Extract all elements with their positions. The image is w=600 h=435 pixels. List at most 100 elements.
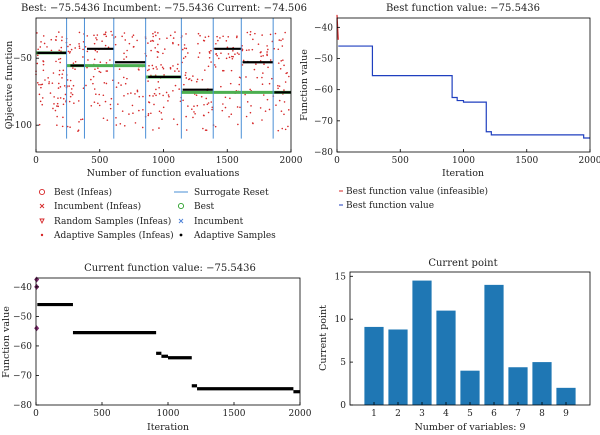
infeasible-sample-point [197,32,200,35]
infeasible-sample-point [230,55,233,58]
infeasible-sample-point [78,45,81,48]
infeasible-sample-point [147,42,149,44]
infeasible-sample-point [158,92,161,95]
infeasible-sample-point [218,57,220,60]
infeasible-sample-point [95,93,97,96]
current-value-outlier [34,325,40,332]
x-tick-label: 9 [563,409,569,419]
infeasible-sample-point [74,60,77,63]
infeasible-sample-point [132,34,135,37]
infeasible-sample-point [48,82,50,85]
infeasible-sample-point [278,39,281,41]
infeasible-sample-point [178,70,180,72]
infeasible-sample-point [93,42,96,45]
panel1-ylabel: Objective function [4,41,15,129]
legend-random-infeas: Random Samples (Infeas) [39,216,171,227]
best-value-line [338,45,590,139]
infeasible-sample-point [40,86,42,89]
infeasible-sample-point [278,99,281,102]
infeasible-sample-point [280,60,283,62]
infeasible-sample-point [277,87,279,90]
panel4-marks [364,280,576,405]
infeasible-sample-point [62,97,65,100]
infeasible-sample-point [73,102,75,104]
infeasible-sample-point [185,47,188,50]
infeasible-sample-point [86,35,89,37]
infeasible-sample-point [211,108,213,111]
x-tick-label: 1000 [157,409,180,419]
infeasible-sample-point [54,39,57,41]
infeasible-sample-point [36,32,38,34]
infeasible-sample-point [172,37,175,39]
infeasible-sample-point [177,44,180,46]
infeasible-sample-point [102,94,105,97]
infeasible-sample-point [61,125,64,128]
infeasible-sample-point [229,97,231,100]
infeasible-sample-point [187,78,190,81]
infeasible-sample-point [118,68,121,70]
infeasible-sample-point [58,73,61,76]
infeasible-sample-point [275,104,277,106]
infeasible-sample-point [39,100,42,103]
bar [556,387,576,405]
infeasible-sample-point [163,48,166,50]
x-tick-label: 0 [33,409,39,419]
infeasible-sample-point [58,49,61,52]
x-tick-label: 1000 [452,156,475,166]
infeasible-sample-point [222,69,225,72]
infeasible-sample-point [267,66,269,69]
infeasible-sample-point [53,103,55,105]
infeasible-sample-point [178,88,180,90]
infeasible-sample-point [232,55,234,58]
infeasible-sample-point [216,35,218,38]
infeasible-sample-point [284,31,286,34]
infeasible-sample-point [261,76,263,79]
infeasible-sample-point [246,101,249,103]
infeasible-sample-point [215,42,217,45]
y-tick-label: −80 [314,148,333,158]
y-tick-label: −50 [13,312,32,322]
infeasible-sample-point [38,83,40,86]
y-tick-label: −60 [13,342,32,352]
infeasible-sample-point [154,47,156,49]
infeasible-sample-point [78,121,80,123]
infeasible-sample-point [115,86,118,88]
infeasible-sample-point [82,87,85,90]
infeasible-sample-point [176,67,179,70]
infeasible-sample-point [152,35,155,38]
infeasible-sample-point [56,102,59,105]
x-tick-label: 0 [33,156,39,166]
infeasible-sample-point [86,66,88,69]
y-tick-label: −70 [314,117,333,127]
infeasible-sample-point [123,58,125,60]
infeasible-sample-point [250,105,252,107]
infeasible-sample-point [66,79,69,81]
infeasible-sample-point [131,36,134,38]
infeasible-sample-point [197,42,199,45]
infeasible-sample-point [42,63,45,66]
legend-incumbent-infeas: Incumbent (Infeas) [39,201,141,212]
infeasible-sample-point [192,75,194,77]
legend-label: Best [194,202,215,212]
infeasible-sample-point [92,75,95,78]
infeasible-sample-point [205,97,208,100]
panel3-axes-box [35,277,301,406]
panel1-axes-box [35,17,292,153]
legend-best-infeas: Best (Infeas) [38,187,112,198]
infeasible-sample-point [138,95,141,98]
infeasible-sample-point [58,69,61,72]
infeasible-sample-point [151,64,154,67]
infeasible-sample-point [136,39,138,42]
infeasible-sample-point [238,83,241,86]
x-tick-label: 500 [91,156,108,166]
infeasible-sample-point [68,52,71,54]
infeasible-sample-point [59,97,62,99]
infeasible-sample-point [174,70,176,72]
x-tick-label: 1500 [515,156,538,166]
infeasible-sample-point [127,92,129,95]
infeasible-sample-point [158,38,161,40]
infeasible-sample-point [204,36,207,38]
x-tick-label: 4 [443,409,449,419]
panel2-title: Best function value: −75.5436 [386,3,540,14]
infeasible-sample-point [96,51,99,53]
